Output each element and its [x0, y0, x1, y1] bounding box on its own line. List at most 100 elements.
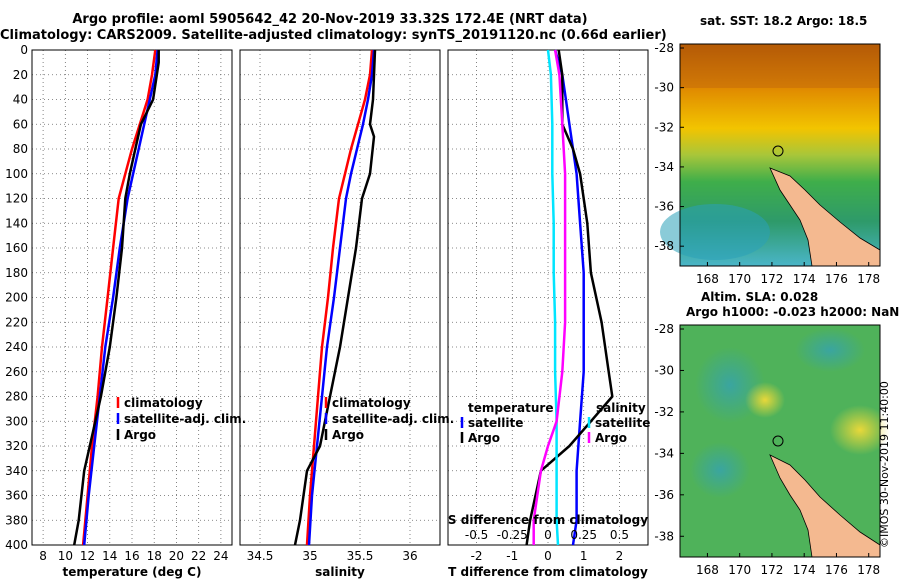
- panel-panel_diff: -2 -1 0 1 2 T difference from climatology temp…: [447, 49, 650, 579]
- x-tick-label: 18: [147, 549, 162, 563]
- s-axis-label: S difference from climatology: [448, 513, 648, 527]
- lon-tick-label: 168: [696, 272, 719, 286]
- lon-tick-label: 174: [793, 563, 816, 577]
- lat-tick-label: -32: [654, 120, 674, 134]
- lon-tick-label: 170: [728, 563, 751, 577]
- depth-tick-label: 60: [13, 117, 28, 131]
- series-line-climatology: [81, 49, 157, 546]
- series-line-argo: [293, 49, 377, 546]
- depth-tick-label: 280: [5, 390, 28, 404]
- x-tick-label: 20: [169, 549, 184, 563]
- lon-tick-label: 178: [857, 563, 880, 577]
- lon-tick-label: 174: [793, 272, 816, 286]
- depth-tick-label: 120: [5, 192, 28, 206]
- sst-cool-patch: [660, 204, 770, 260]
- legend-label: Argo: [124, 428, 156, 442]
- lat-tick-label: -34: [654, 160, 674, 174]
- panel-frame: [239, 49, 441, 546]
- panel-frame: [31, 49, 233, 546]
- x-tick-label: -1: [506, 549, 518, 563]
- x-tick-label: 24: [213, 549, 228, 563]
- depth-tick-label: 0: [20, 43, 28, 57]
- sla-high-anomaly-1: [745, 382, 785, 418]
- x-tick-label: 0: [544, 549, 552, 563]
- sla-map-frame: [679, 324, 881, 558]
- plot-title-line2: Climatology: CARS2009. Satellite-adjuste…: [0, 28, 667, 43]
- depth-tick-label: 80: [13, 142, 28, 156]
- depth-tick-label: 180: [5, 266, 28, 280]
- sla-map: [679, 324, 890, 558]
- s-tick-label: 0.25: [570, 528, 597, 542]
- sla-high-anomaly-2: [830, 405, 890, 455]
- depth-tick-label: 100: [5, 167, 28, 181]
- depth-tick-label: 400: [5, 538, 28, 552]
- x-tick-label: 14: [102, 549, 117, 563]
- legend-label: climatology: [124, 396, 203, 410]
- lat-tick-label: -38: [654, 529, 674, 543]
- depth-tick-label: 380: [5, 513, 28, 527]
- legend-label: Argo: [595, 431, 627, 445]
- depth-tick-label: 340: [5, 464, 28, 478]
- x-tick-label: -2: [471, 549, 483, 563]
- lon-tick-label: 168: [696, 563, 719, 577]
- plot-title-line1: Argo profile: aoml 5905642_42 20-Nov-201…: [72, 12, 588, 27]
- depth-tick-label: 20: [13, 68, 28, 82]
- lat-tick-label: -28: [654, 41, 674, 55]
- lon-tick-label: 176: [825, 563, 848, 577]
- sla-map-title-1: Altim. SLA: 0.028: [701, 290, 819, 304]
- x-axis-label: temperature (deg C): [63, 565, 202, 579]
- x-tick-label: 2: [616, 549, 624, 563]
- x-tick-label: 22: [191, 549, 206, 563]
- depth-tick-label: 320: [5, 439, 28, 453]
- lat-tick-label: -30: [654, 81, 674, 95]
- series-line-salinity-satellite: [546, 49, 560, 546]
- depth-tick-label: 300: [5, 414, 28, 428]
- series-line-satellite-adj-clim-: [307, 49, 376, 546]
- series-line-temperature-satellite: [553, 49, 585, 546]
- credit-text: ©IMOS 30-Nov-2019 11:40:00: [878, 381, 891, 548]
- x-tick-label: 35: [302, 549, 317, 563]
- legend-label: satellite-adj. clim.: [332, 412, 454, 426]
- axes-map_sla: -28 -30 -32 -34 -36 -38 168 170 172 174 176 178: [654, 322, 880, 577]
- panel-panel_sal: 34.5 35 35.5 36 salinity climatology satellite…: [239, 49, 454, 579]
- lon-tick-label: 176: [825, 272, 848, 286]
- lat-tick-label: -32: [654, 405, 674, 419]
- sla-low-anomaly-3: [795, 328, 865, 372]
- axes-map_sst: -28 -30 -32 -34 -36 -38 168 170 172 174 176 178: [654, 41, 880, 286]
- sst-argo-location: [772, 145, 784, 157]
- s-tick-label: -0.25: [497, 528, 528, 542]
- lon-tick-label: 172: [760, 272, 783, 286]
- depth-tick-label: 240: [5, 340, 28, 354]
- x-axis-label: T difference from climatology: [448, 565, 648, 579]
- legend-title-temperature: temperature: [468, 401, 553, 415]
- x-tick-label: 1: [580, 549, 588, 563]
- x-tick-label: 12: [80, 549, 95, 563]
- legend-label: Argo: [468, 431, 500, 445]
- legend-title-salinity: salinity: [596, 401, 646, 415]
- x-tick-label: 16: [124, 549, 139, 563]
- series-line-climatology: [305, 49, 374, 546]
- s-tick-label: 0: [544, 528, 552, 542]
- legend-label: satellite-adj. clim.: [124, 412, 246, 426]
- x-tick-label: 8: [39, 549, 47, 563]
- legend-label: Argo: [332, 428, 364, 442]
- x-tick-label: 36: [402, 549, 417, 563]
- lat-tick-label: -28: [654, 322, 674, 336]
- depth-tick-label: 220: [5, 315, 28, 329]
- legend-label: satellite: [595, 416, 650, 430]
- depth-tick-label: 260: [5, 365, 28, 379]
- depth-tick-label: 360: [5, 489, 28, 503]
- depth-tick-label: 200: [5, 291, 28, 305]
- sst-map-title: sat. SST: 18.2 Argo: 18.5: [700, 14, 868, 28]
- s-tick-label: -0.5: [465, 528, 488, 542]
- lat-tick-label: -30: [654, 363, 674, 377]
- x-tick-label: 10: [58, 549, 73, 563]
- x-tick-label: 35.5: [347, 549, 374, 563]
- s-tick-label: 0.5: [610, 528, 629, 542]
- sst-warm-band: [680, 44, 880, 88]
- x-axis-label: salinity: [315, 565, 365, 579]
- lon-tick-label: 170: [728, 272, 751, 286]
- series-line-argo: [72, 50, 160, 546]
- sst-map: [660, 43, 881, 267]
